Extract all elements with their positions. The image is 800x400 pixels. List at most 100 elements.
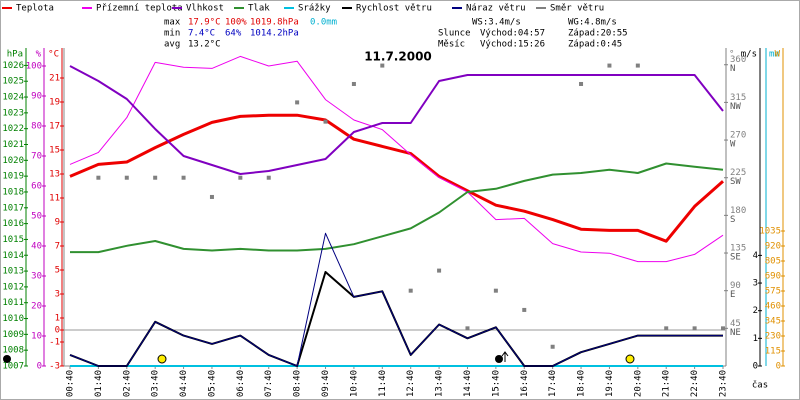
legend-label: Vlhkost bbox=[186, 4, 224, 14]
y-tick-label: 805 bbox=[765, 257, 781, 267]
y-tick-label: 575 bbox=[765, 287, 781, 297]
y-tick-label: 1009 bbox=[2, 330, 24, 340]
legend-label: Směr větru bbox=[550, 4, 604, 14]
y-tick-label: 5 bbox=[55, 266, 60, 276]
stat-value: 0.0mm bbox=[310, 18, 337, 28]
direction-point bbox=[323, 119, 328, 124]
y-tick-label: 315 bbox=[730, 93, 746, 103]
direction-point bbox=[522, 307, 527, 312]
chart-title: 11.7.2000 bbox=[364, 50, 432, 64]
y-tick-label: 1025 bbox=[2, 77, 24, 87]
y-tick-label: 920 bbox=[765, 242, 781, 252]
y-tick-label: 345 bbox=[765, 317, 781, 327]
x-tick-label: 07:40 bbox=[264, 370, 274, 397]
y-tick-label: 1020 bbox=[2, 156, 24, 166]
x-tick-label: 05:40 bbox=[207, 370, 217, 397]
y-tick-label: 460 bbox=[765, 302, 781, 312]
direction-point bbox=[124, 175, 129, 180]
direction-name: S bbox=[730, 215, 735, 225]
y-tick-label: 2 bbox=[753, 306, 758, 316]
y-tick-label: 100 bbox=[26, 62, 42, 72]
y-tick-label: 1026 bbox=[2, 61, 24, 71]
legend-label: Srážky bbox=[298, 4, 331, 14]
x-tick-label: 18:40 bbox=[577, 370, 587, 397]
direction-point bbox=[437, 268, 442, 273]
info: Západ:20:55 bbox=[568, 29, 628, 39]
direction-point bbox=[408, 288, 413, 293]
direction-point bbox=[209, 194, 214, 199]
x-tick-label: 02:40 bbox=[122, 370, 132, 397]
y-tick-label: 7 bbox=[55, 242, 60, 252]
y-tick-label: 1019 bbox=[2, 172, 24, 182]
x-tick-label: 21:40 bbox=[662, 370, 672, 397]
direction-point bbox=[295, 100, 300, 105]
y-axis-title: m/s bbox=[741, 50, 757, 60]
y-tick-label: 21 bbox=[49, 74, 60, 84]
x-tick-label: 08:40 bbox=[293, 370, 303, 397]
y-tick-label: 1023 bbox=[2, 108, 24, 118]
stat-value: 64% bbox=[225, 29, 242, 39]
direction-point bbox=[664, 326, 669, 331]
info: WS:3.4m/s bbox=[472, 18, 521, 28]
y-axis-title: W bbox=[775, 50, 781, 60]
x-tick-label: 04:40 bbox=[179, 370, 189, 397]
y-tick-label: 230 bbox=[765, 332, 781, 342]
x-tick-label: 22:40 bbox=[690, 370, 700, 397]
stat-value: 13.2°C bbox=[188, 40, 221, 50]
direction-point bbox=[635, 63, 640, 68]
x-tick-label: 06:40 bbox=[236, 370, 246, 397]
y-tick-label: 3 bbox=[55, 290, 60, 300]
legend-label: Náraz větru bbox=[466, 4, 526, 14]
y-axis-title: hPa bbox=[7, 50, 23, 60]
y-tick-label: 0 bbox=[55, 326, 60, 336]
x-tick-label: 16:40 bbox=[520, 370, 530, 397]
y-tick-label: 1010 bbox=[2, 314, 24, 324]
moonrise-arrow bbox=[501, 351, 509, 362]
y-tick-label: 225 bbox=[730, 168, 746, 178]
y-tick-label: 1007 bbox=[2, 362, 24, 372]
series-line bbox=[69, 113, 724, 243]
info: Slunce bbox=[438, 29, 471, 39]
direction-name: SW bbox=[730, 177, 741, 187]
direction-point bbox=[550, 344, 555, 349]
y-tick-label: -3 bbox=[49, 362, 60, 372]
stat-value: 17.9°C bbox=[188, 18, 221, 28]
series-line bbox=[69, 232, 723, 367]
stat-label: min bbox=[164, 29, 180, 39]
legend-label: Tlak bbox=[248, 4, 270, 14]
direction-name: NW bbox=[730, 102, 741, 112]
y-axis-title: mm bbox=[769, 50, 780, 60]
legend-label: Teplota bbox=[16, 4, 54, 14]
x-tick-label: 14:40 bbox=[463, 370, 473, 397]
y-axis-title: ° bbox=[729, 50, 734, 60]
stat-label: max bbox=[164, 18, 181, 28]
y-tick-label: 70 bbox=[31, 152, 42, 162]
x-tick-label: 12:40 bbox=[406, 370, 416, 397]
y-tick-label: 3 bbox=[753, 279, 758, 289]
y-tick-label: 90 bbox=[31, 92, 42, 102]
y-tick-label: 80 bbox=[31, 122, 42, 132]
direction-point bbox=[465, 326, 470, 331]
x-tick-label: 03:40 bbox=[151, 370, 161, 397]
y-tick-label: 45 bbox=[730, 319, 741, 329]
y-tick-label: 50 bbox=[31, 212, 42, 222]
stat-value: 7.4°C bbox=[188, 29, 215, 39]
info: Východ:15:26 bbox=[480, 40, 545, 50]
direction-point bbox=[266, 175, 271, 180]
sunset-marker bbox=[625, 354, 635, 364]
y-tick-label: 1015 bbox=[2, 235, 24, 245]
y-tick-label: 1013 bbox=[2, 267, 24, 277]
y-tick-label: 1021 bbox=[2, 140, 24, 150]
y-tick-label: 19 bbox=[49, 98, 60, 108]
y-tick-label: 1012 bbox=[2, 282, 24, 292]
y-tick-label: 270 bbox=[730, 131, 746, 141]
y-tick-label: 60 bbox=[31, 182, 42, 192]
stat-value: 100% bbox=[225, 18, 247, 28]
info: WG:4.8m/s bbox=[568, 18, 617, 28]
x-axis-label: čas bbox=[752, 380, 768, 391]
legend-label: Přízemní teplota bbox=[96, 4, 183, 14]
direction-name: SE bbox=[730, 253, 741, 263]
y-tick-label: 0 bbox=[37, 362, 42, 372]
x-tick-label: 19:40 bbox=[605, 370, 615, 397]
y-tick-label: 13 bbox=[49, 170, 60, 180]
